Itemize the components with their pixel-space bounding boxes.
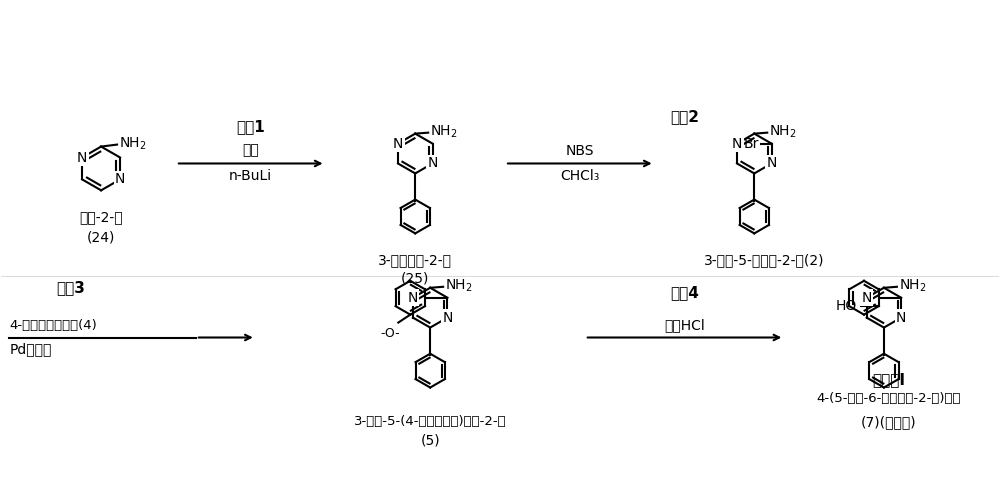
Text: 吡啶HCl: 吡啶HCl [664, 319, 705, 333]
Text: 阶段2: 阶段2 [670, 109, 699, 124]
Text: 3-苄基-5-(4-甲氧基苯基)吡嗪-2-胺: 3-苄基-5-(4-甲氧基苯基)吡嗪-2-胺 [354, 415, 507, 428]
Text: 4-(5-氨基-6-苄基吡嗪-2-基)苯酚: 4-(5-氨基-6-苄基吡嗪-2-基)苯酚 [817, 392, 961, 405]
Text: N: N [896, 311, 906, 325]
Text: (5): (5) [420, 434, 440, 448]
Text: NH$_2$: NH$_2$ [769, 124, 797, 140]
Text: NBS: NBS [566, 143, 594, 157]
Text: 4-甲氧基苯基硼酸(4): 4-甲氧基苯基硼酸(4) [9, 319, 97, 332]
Text: N: N [393, 136, 403, 150]
Text: N: N [427, 156, 438, 170]
Text: NH$_2$: NH$_2$ [899, 277, 927, 294]
Text: NH$_2$: NH$_2$ [430, 124, 458, 140]
Text: n-BuLi: n-BuLi [229, 169, 272, 183]
Text: 吡嗪-2-胺: 吡嗪-2-胺 [79, 210, 123, 224]
Text: NH$_2$: NH$_2$ [119, 135, 147, 152]
Text: -O-: -O- [381, 327, 400, 340]
Text: Pd催化剂: Pd催化剂 [9, 343, 52, 357]
Text: 甲苯: 甲苯 [242, 143, 259, 157]
Text: N: N [77, 150, 87, 164]
Text: 阶段3: 阶段3 [56, 280, 85, 295]
Text: N: N [408, 291, 418, 305]
Text: 阶段4: 阶段4 [670, 285, 699, 300]
Text: N: N [442, 311, 453, 325]
Text: N: N [861, 291, 872, 305]
Text: N: N [766, 156, 777, 170]
Text: (24): (24) [87, 230, 115, 244]
Text: 中间体I: 中间体I [872, 373, 905, 387]
Text: NH$_2$: NH$_2$ [445, 277, 473, 294]
Text: 阶段1: 阶段1 [236, 119, 265, 134]
Text: (25): (25) [401, 272, 429, 286]
Text: CHCl₃: CHCl₃ [560, 169, 599, 183]
Text: 3-苄基-5-溴吡嗪-2-胺(2): 3-苄基-5-溴吡嗪-2-胺(2) [704, 253, 825, 267]
Text: N: N [732, 136, 742, 150]
Text: HO: HO [835, 299, 857, 313]
Text: N: N [115, 172, 125, 186]
Text: 3-苄基吡嗪-2-胺: 3-苄基吡嗪-2-胺 [378, 253, 452, 267]
Text: (7)(腔肠胺): (7)(腔肠胺) [861, 415, 917, 429]
Text: Br: Br [743, 136, 759, 150]
